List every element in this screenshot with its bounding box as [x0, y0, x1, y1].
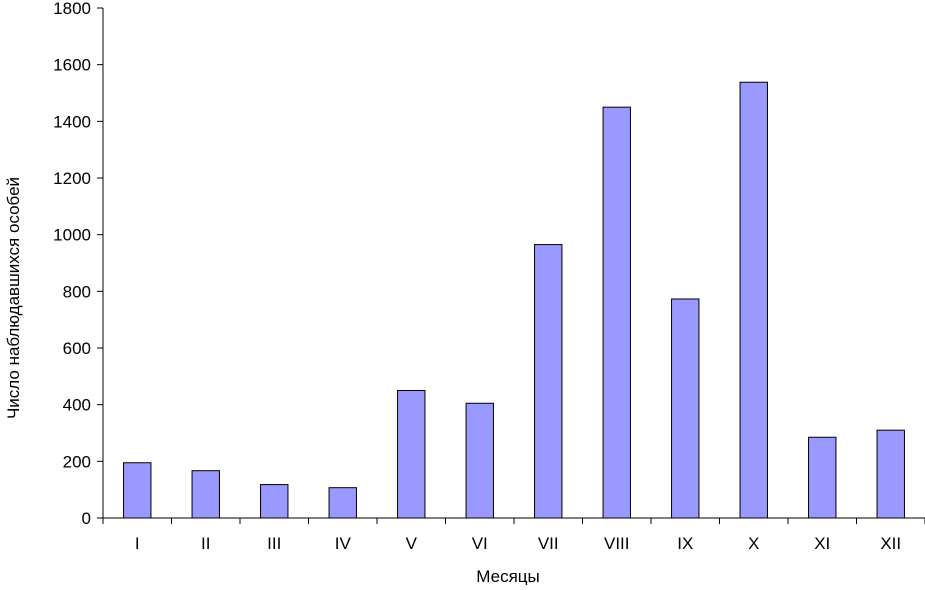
bar-iv	[328, 487, 357, 519]
x-tick-label: X	[748, 534, 759, 553]
x-tick-label: I	[135, 534, 140, 553]
y-tick-label: 1000	[53, 226, 91, 245]
bar-x	[739, 81, 768, 519]
y-axis-ticks: 0 200 400 600 800 1000 1200 1400 1600 1800	[53, 0, 103, 528]
bar-viii	[602, 106, 631, 519]
bar-xi	[808, 436, 837, 519]
x-tick-label: II	[201, 534, 210, 553]
x-tick-label: VIII	[604, 534, 630, 553]
x-tick-label: XI	[814, 534, 830, 553]
bar-i	[123, 462, 152, 519]
y-tick-label: 600	[63, 339, 91, 358]
bar-ix	[671, 298, 700, 519]
x-axis-label: Месяцы	[476, 567, 539, 585]
y-tick-label: 1200	[53, 169, 91, 188]
y-tick-label: 200	[63, 452, 91, 471]
y-tick-label: 800	[63, 282, 91, 301]
y-tick-label: 0	[82, 509, 91, 528]
y-tick-label: 1400	[53, 112, 91, 131]
x-tick-label: V	[406, 534, 418, 553]
y-tick-label: 400	[63, 396, 91, 415]
x-tick-label: IV	[335, 534, 352, 553]
x-tick-label: IX	[677, 534, 693, 553]
bar-vi	[465, 402, 494, 519]
x-tick-label: III	[267, 534, 281, 553]
bar-vii	[534, 244, 563, 519]
y-tick-label: 1600	[53, 56, 91, 75]
x-axis-ticks: I II III IV V VI VII VIII IX X XI XII	[102, 518, 925, 553]
bar-xii	[876, 429, 905, 519]
bar-series	[123, 81, 905, 519]
x-tick-label: VII	[538, 534, 559, 553]
bar-iii	[260, 484, 289, 519]
x-tick-label: XII	[880, 534, 901, 553]
y-axis-label: Число наблюдавшихся особей	[4, 177, 23, 419]
bar-ii	[191, 470, 220, 519]
y-tick-label: 1800	[53, 0, 91, 18]
bar-v	[397, 390, 426, 519]
x-tick-label: VI	[472, 534, 488, 553]
